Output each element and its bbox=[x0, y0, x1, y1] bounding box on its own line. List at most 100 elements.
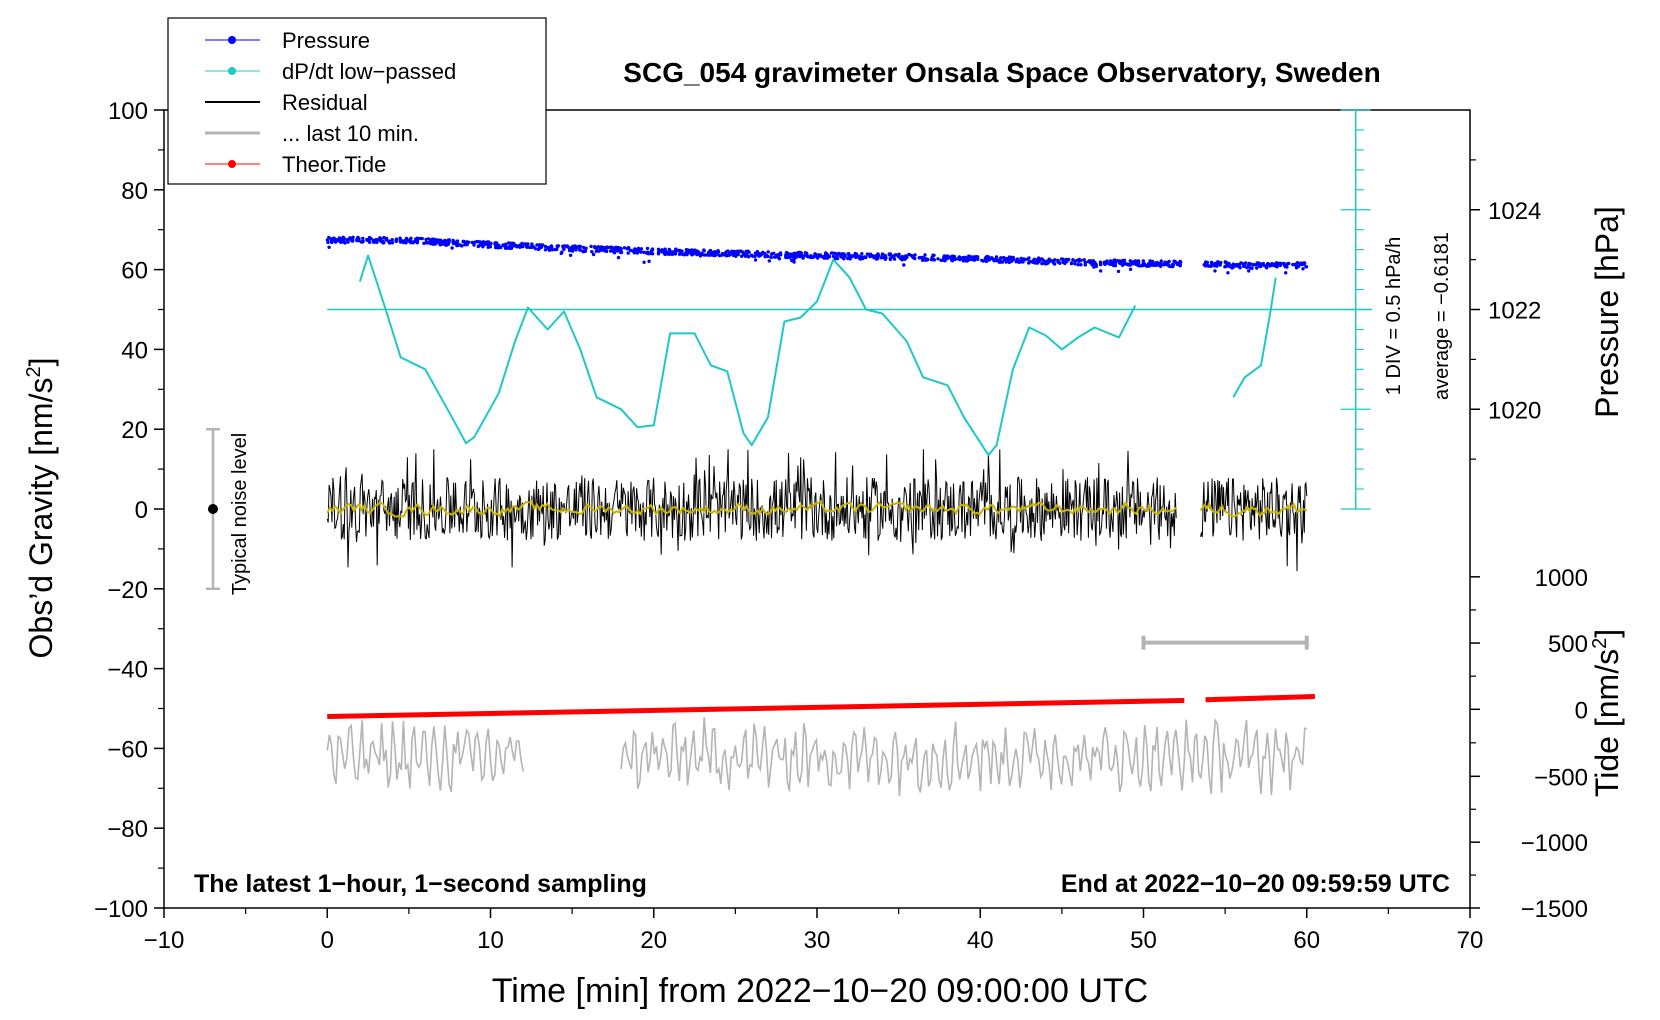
pressure-point bbox=[563, 244, 567, 248]
pressure-point bbox=[853, 254, 857, 258]
x-tick-label: 70 bbox=[1457, 927, 1484, 954]
pressure-point bbox=[1077, 259, 1081, 263]
pressure-point bbox=[428, 238, 433, 242]
pressure-point bbox=[635, 248, 640, 252]
pressure-point bbox=[1284, 271, 1288, 275]
pressure-point bbox=[455, 240, 459, 244]
pressure-point bbox=[673, 252, 678, 256]
pressure-point bbox=[663, 247, 667, 251]
noise-level-label: Typical noise level bbox=[229, 433, 251, 595]
pressure-point bbox=[1043, 262, 1047, 266]
pressure-point bbox=[1032, 257, 1037, 261]
pressure-point bbox=[1226, 271, 1230, 275]
pressure-point bbox=[1167, 264, 1171, 268]
pressure-point bbox=[753, 258, 758, 262]
pressure-point bbox=[932, 253, 936, 257]
pressure-point bbox=[350, 239, 354, 243]
dpdt-curve bbox=[358, 254, 1137, 457]
pressure-point bbox=[1268, 264, 1272, 268]
pressure-point bbox=[792, 260, 796, 264]
pressure-point bbox=[871, 254, 875, 258]
pressure-point bbox=[1283, 263, 1288, 267]
y-tick-label: 0 bbox=[135, 497, 148, 524]
pressure-point bbox=[390, 241, 395, 245]
pressure-point bbox=[1304, 265, 1309, 269]
pressure-point bbox=[559, 251, 563, 256]
pressure-point bbox=[482, 242, 487, 247]
pressure-point bbox=[578, 248, 582, 252]
pressure-point bbox=[737, 249, 741, 254]
pressure-point bbox=[784, 255, 788, 259]
pressure-point bbox=[1141, 259, 1146, 263]
pressure-point bbox=[745, 254, 749, 258]
pressure-point bbox=[1260, 263, 1264, 267]
y-axis-label-tide: Tide [nm/s2] bbox=[1589, 629, 1625, 797]
pressure-point bbox=[1203, 264, 1208, 268]
pressure-point bbox=[568, 253, 573, 257]
pressure-point bbox=[528, 245, 532, 249]
x-tick-label: 20 bbox=[640, 927, 667, 954]
pressure-point bbox=[894, 253, 898, 257]
pressure-point bbox=[1045, 259, 1049, 263]
pressure-point bbox=[390, 238, 394, 242]
pressure-point bbox=[813, 252, 818, 257]
tide-tick-label: −1500 bbox=[1521, 896, 1588, 923]
residual-curve bbox=[1200, 477, 1308, 572]
pressure-point bbox=[626, 251, 630, 255]
pressure-point bbox=[998, 260, 1002, 264]
last-10min-curve bbox=[620, 717, 1308, 797]
pressure-point bbox=[1041, 259, 1046, 263]
y-axis-label-left: Obs’d Gravity [nm/s2] bbox=[23, 358, 59, 659]
pressure-point bbox=[569, 246, 573, 250]
pressure-point bbox=[345, 238, 350, 242]
dpdt-curve bbox=[1232, 277, 1277, 398]
pressure-point bbox=[509, 246, 514, 250]
pressure-point bbox=[379, 239, 383, 243]
pressure-point bbox=[535, 243, 539, 247]
pressure-point bbox=[1083, 260, 1087, 264]
pressure-point bbox=[342, 238, 346, 243]
pressure-point bbox=[724, 250, 728, 254]
pressure-point bbox=[361, 236, 365, 241]
pressure-point bbox=[1040, 261, 1044, 266]
pressure-point bbox=[994, 255, 999, 259]
pressure-point bbox=[367, 237, 371, 242]
y-tick-label: 20 bbox=[121, 417, 148, 444]
pressure-point bbox=[860, 255, 864, 259]
pressure-point bbox=[1116, 269, 1121, 274]
pressure-point bbox=[1147, 264, 1152, 268]
pressure-point bbox=[951, 255, 956, 260]
pressure-point bbox=[424, 237, 428, 242]
y-tick-label: 60 bbox=[121, 258, 148, 285]
pressure-point bbox=[660, 248, 665, 252]
pressure-point bbox=[1057, 260, 1061, 265]
pressure-point bbox=[1277, 261, 1282, 266]
pressure-point bbox=[629, 248, 633, 253]
pressure-point bbox=[941, 258, 945, 262]
pressure-point bbox=[1122, 258, 1127, 263]
pressure-point bbox=[394, 239, 398, 244]
pressure-point bbox=[823, 254, 827, 258]
pressure-point bbox=[1302, 261, 1306, 265]
pressure-point bbox=[682, 253, 686, 257]
legend-marker bbox=[228, 160, 236, 168]
pressure-point bbox=[826, 256, 830, 260]
pressure-point bbox=[1128, 259, 1133, 263]
pressure-point bbox=[831, 251, 835, 255]
pressure-point bbox=[1136, 263, 1141, 268]
pressure-point bbox=[904, 254, 908, 258]
pressure-point bbox=[766, 254, 770, 259]
scale-bar-label: 1 DIV = 0.5 hPa/h bbox=[1383, 237, 1405, 395]
pressure-point bbox=[900, 255, 904, 259]
pressure-point bbox=[986, 255, 991, 259]
pressure-point bbox=[570, 249, 575, 253]
legend-label: Pressure bbox=[282, 28, 370, 53]
pressure-point bbox=[761, 250, 765, 255]
pressure-point bbox=[1296, 264, 1301, 269]
pressure-point bbox=[964, 259, 969, 263]
pressure-point bbox=[523, 242, 527, 246]
y-tick-label: 80 bbox=[121, 178, 148, 205]
pressure-point bbox=[547, 245, 551, 250]
residual-smoothed-curve bbox=[1199, 502, 1308, 518]
